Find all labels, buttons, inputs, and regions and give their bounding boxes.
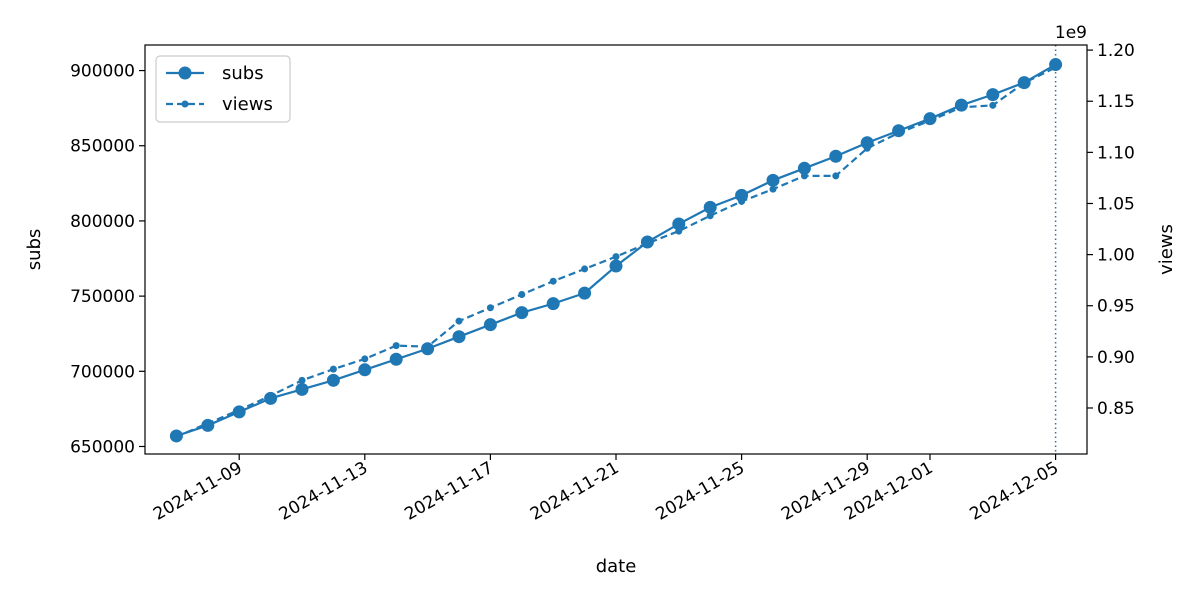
data-point-subs xyxy=(546,297,560,311)
data-point-views xyxy=(455,317,463,325)
y-left-tick-label: 750000 xyxy=(70,287,135,307)
data-point-subs xyxy=(703,200,717,214)
data-point-subs xyxy=(515,306,529,320)
data-point-views xyxy=(675,227,683,235)
data-point-views xyxy=(329,365,337,373)
data-point-subs xyxy=(389,352,403,366)
data-point-views xyxy=(298,376,306,384)
data-point-views xyxy=(172,433,180,441)
data-point-views xyxy=(957,103,965,111)
y-left-tick-label: 900000 xyxy=(70,62,135,82)
data-point-views xyxy=(895,129,903,137)
y-left-axis-label: subs xyxy=(24,229,45,271)
data-point-views xyxy=(424,343,432,351)
data-point-views xyxy=(612,253,620,261)
y-left-tick-label: 650000 xyxy=(70,437,135,457)
data-point-views xyxy=(706,212,714,220)
data-point-subs xyxy=(766,173,780,187)
data-point-subs xyxy=(986,88,1000,102)
data-point-subs xyxy=(578,286,592,300)
data-point-views xyxy=(581,265,589,273)
data-point-views xyxy=(738,197,746,205)
legend-marker-views xyxy=(181,100,189,108)
legend-marker-subs xyxy=(178,66,192,80)
x-axis-label: date xyxy=(596,556,637,577)
data-point-views xyxy=(800,172,808,180)
y-left-tick-label: 700000 xyxy=(70,362,135,382)
data-point-views xyxy=(832,172,840,180)
data-point-subs xyxy=(797,161,811,175)
y-right-axis-label: views xyxy=(1156,224,1177,275)
data-point-views xyxy=(989,101,997,109)
data-point-subs xyxy=(672,217,686,231)
data-point-views xyxy=(643,239,651,247)
data-point-views xyxy=(1052,63,1060,71)
data-point-views xyxy=(863,144,871,152)
data-point-views xyxy=(769,185,777,193)
data-point-subs xyxy=(295,382,309,396)
data-point-views xyxy=(549,277,557,285)
data-point-subs xyxy=(452,330,466,344)
legend-label-subs: subs xyxy=(222,63,264,84)
data-point-subs xyxy=(829,149,843,163)
right-axis-multiplier: 1e9 xyxy=(1055,23,1087,43)
data-point-subs xyxy=(483,318,497,332)
y-right-tick-label: 0.90 xyxy=(1097,348,1135,368)
data-point-views xyxy=(267,392,275,400)
data-point-views xyxy=(392,342,400,350)
data-point-subs xyxy=(358,363,372,377)
legend-label-views: views xyxy=(222,94,273,115)
y-right-tick-label: 1.15 xyxy=(1097,92,1135,112)
data-point-views xyxy=(235,406,243,414)
y-right-tick-label: 1.00 xyxy=(1097,246,1135,266)
y-right-tick-label: 0.95 xyxy=(1097,297,1135,317)
y-right-tick-label: 0.85 xyxy=(1097,399,1135,419)
data-point-views xyxy=(204,419,212,427)
data-point-subs xyxy=(609,259,623,273)
data-point-views xyxy=(1020,79,1028,87)
data-point-views xyxy=(518,290,526,298)
y-right-tick-label: 1.10 xyxy=(1097,143,1135,163)
y-left-tick-label: 850000 xyxy=(70,137,135,157)
data-point-views xyxy=(926,117,934,125)
data-point-views xyxy=(486,304,494,312)
data-point-subs xyxy=(326,373,340,387)
data-point-views xyxy=(361,355,369,363)
data-point-subs xyxy=(735,188,749,202)
y-right-tick-label: 1.05 xyxy=(1097,194,1135,214)
y-left-tick-label: 800000 xyxy=(70,212,135,232)
y-right-tick-label: 1.20 xyxy=(1097,41,1135,61)
